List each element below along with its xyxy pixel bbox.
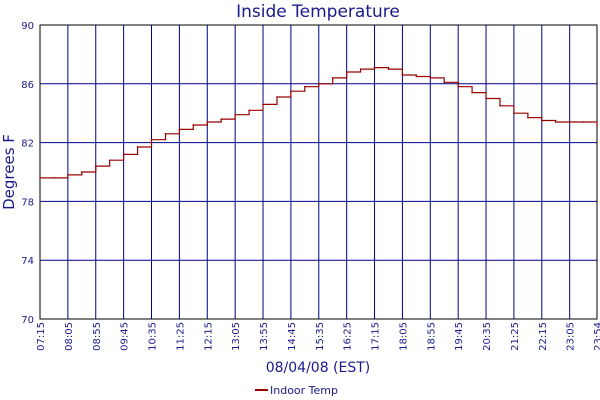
data-point	[331, 77, 334, 79]
x-tick-label: 23:05	[566, 322, 577, 351]
data-point	[248, 109, 250, 112]
data-point	[67, 174, 69, 176]
x-axis-ticks: 07:15 08:05 08:55 09:45 10:35 11:25 12:15 13:05…	[36, 322, 600, 351]
data-point	[164, 132, 167, 135]
data-point	[554, 121, 557, 123]
y-tick-label: 90	[21, 21, 34, 32]
data-point	[345, 71, 348, 73]
y-tick-label: 86	[21, 80, 34, 91]
x-tick-label: 13:05	[231, 322, 242, 351]
x-tick-label: 08:55	[92, 322, 103, 351]
data-point	[471, 91, 473, 94]
data-point	[359, 68, 362, 70]
data-point	[582, 121, 585, 123]
data-point	[290, 90, 292, 92]
data-point	[276, 96, 278, 98]
data-point	[53, 177, 55, 179]
data-point	[122, 153, 125, 156]
data-point	[415, 75, 418, 78]
x-tick-label: 15:35	[315, 322, 326, 351]
data-point	[304, 85, 306, 88]
data-point	[443, 81, 446, 84]
x-tick-label: 10:35	[148, 322, 159, 351]
data-point	[136, 146, 139, 148]
x-tick-label: 12:15	[203, 322, 214, 351]
data-point	[94, 165, 97, 167]
x-tick-label: 07:15	[36, 322, 47, 351]
x-tick-label: 23:54	[593, 322, 600, 351]
series-points	[39, 66, 598, 179]
legend: Indoor Temp	[255, 384, 338, 397]
data-point	[541, 119, 543, 122]
data-point	[513, 112, 515, 114]
chart-title: Inside Temperature	[236, 2, 400, 22]
y-tick-label: 70	[21, 315, 34, 326]
x-tick-label: 09:45	[120, 322, 131, 351]
data-point	[234, 113, 236, 116]
data-point	[499, 105, 501, 107]
x-axis-label: 08/04/08 (EST)	[266, 360, 371, 376]
data-point	[206, 121, 209, 123]
plot-area-border	[39, 24, 598, 320]
data-point	[81, 171, 83, 173]
data-point	[150, 138, 153, 141]
y-tick-label: 82	[21, 139, 34, 150]
y-tick-label: 78	[21, 197, 34, 208]
data-point	[401, 74, 404, 76]
data-point	[317, 83, 320, 85]
series-line-indoor-temp	[40, 67, 598, 179]
x-tick-label: 17:15	[371, 322, 382, 351]
y-tick-label: 74	[21, 256, 34, 267]
grid	[39, 24, 598, 320]
data-point	[527, 116, 529, 119]
x-tick-label: 13:55	[259, 322, 270, 351]
x-tick-label: 16:25	[343, 322, 354, 351]
data-point	[429, 77, 432, 79]
data-point	[387, 68, 390, 70]
y-axis-label: Degrees F	[0, 134, 18, 210]
legend-label: Indoor Temp	[270, 384, 338, 397]
data-point	[192, 124, 195, 126]
x-tick-label: 18:55	[426, 322, 437, 351]
x-tick-label: 21:25	[510, 322, 521, 351]
data-point	[568, 121, 571, 123]
x-tick-label: 14:45	[287, 322, 298, 351]
data-point	[108, 159, 111, 162]
data-point	[178, 128, 181, 131]
x-tick-label: 19:45	[454, 322, 465, 351]
x-tick-label: 20:35	[482, 322, 493, 351]
data-point	[596, 124, 598, 126]
x-tick-label: 22:15	[538, 322, 549, 351]
data-point	[373, 66, 376, 69]
x-tick-label: 08:05	[64, 322, 75, 351]
y-axis-ticks: 70 74 78 82 86 90	[21, 21, 34, 326]
data-point	[485, 97, 487, 100]
data-point	[220, 118, 223, 120]
data-point	[262, 103, 264, 106]
data-point	[39, 177, 41, 179]
x-tick-label: 18:05	[398, 322, 409, 351]
x-tick-label: 11:25	[175, 322, 186, 351]
data-point	[457, 85, 459, 88]
